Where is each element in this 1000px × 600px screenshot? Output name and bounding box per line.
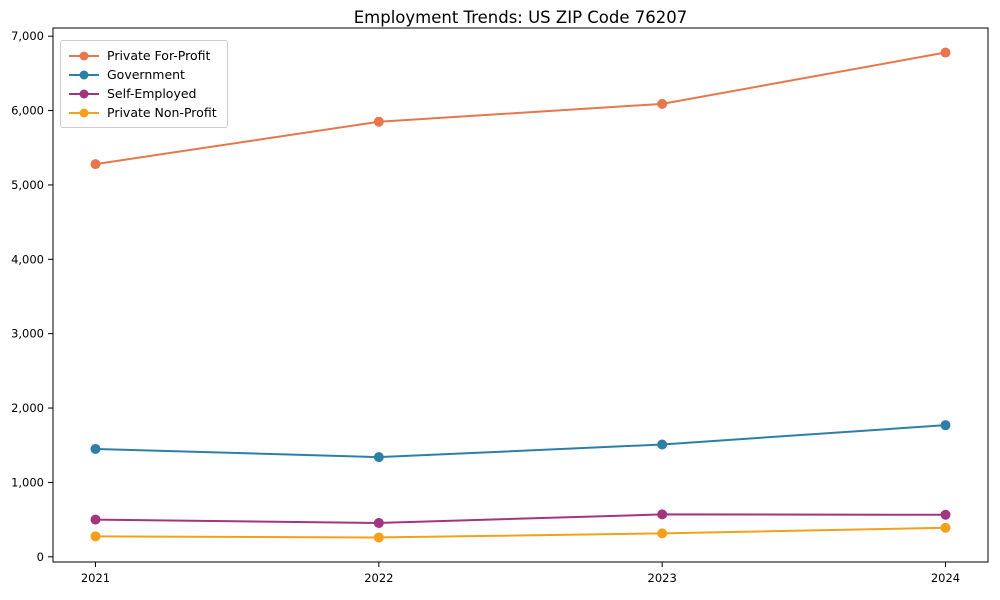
y-tick-label: 1,000 xyxy=(11,475,44,489)
series-line xyxy=(95,51,946,166)
legend-item-label: Government xyxy=(107,67,185,82)
data-point-marker xyxy=(657,98,668,109)
y-tick-label: 5,000 xyxy=(11,178,44,192)
data-point-marker xyxy=(373,517,384,528)
legend-item-label: Private Non-Profit xyxy=(107,105,217,120)
x-tick-label: 2022 xyxy=(364,571,393,585)
legend-item-label: Self-Employed xyxy=(107,86,197,101)
series-line xyxy=(95,424,946,459)
y-tick-label: 6,000 xyxy=(11,104,44,118)
data-point-marker xyxy=(657,439,668,450)
y-tick-label: 7,000 xyxy=(11,29,44,43)
data-point-marker xyxy=(90,514,101,525)
data-point-marker xyxy=(940,509,951,520)
x-tick-label: 2023 xyxy=(648,571,677,585)
legend-marker-icon xyxy=(69,89,99,98)
legend-item: Private For-Profit xyxy=(68,46,217,65)
legend-item-label: Private For-Profit xyxy=(107,48,211,63)
data-point-marker xyxy=(90,531,101,542)
y-tick-label: 2,000 xyxy=(11,401,44,415)
series-line xyxy=(95,513,946,524)
legend-item: Government xyxy=(68,65,217,84)
legend: Private For-Profit Government Self-Employe… xyxy=(60,40,228,128)
data-point-marker xyxy=(657,509,668,520)
y-tick-label: 3,000 xyxy=(11,327,44,341)
series-line xyxy=(95,526,946,539)
data-point-marker xyxy=(940,420,951,431)
data-point-marker xyxy=(940,522,951,533)
data-point-marker xyxy=(90,443,101,454)
x-tick-label: 2024 xyxy=(931,571,960,585)
data-point-marker xyxy=(373,452,384,463)
legend-marker-icon xyxy=(69,51,99,60)
legend-marker-icon xyxy=(69,70,99,79)
data-point-marker xyxy=(373,532,384,543)
y-tick-label: 0 xyxy=(37,550,44,564)
data-point-marker xyxy=(90,159,101,170)
legend-marker-icon xyxy=(69,108,99,117)
plot-border xyxy=(52,27,989,563)
x-tick-label: 2021 xyxy=(81,571,110,585)
legend-item: Self-Employed xyxy=(68,84,217,103)
legend-item: Private Non-Profit xyxy=(68,103,217,122)
data-point-marker xyxy=(373,116,384,127)
data-point-marker xyxy=(657,528,668,539)
data-point-marker xyxy=(940,47,951,58)
y-tick-label: 4,000 xyxy=(11,252,44,266)
chart-title: Employment Trends: US ZIP Code 76207 xyxy=(353,8,688,27)
